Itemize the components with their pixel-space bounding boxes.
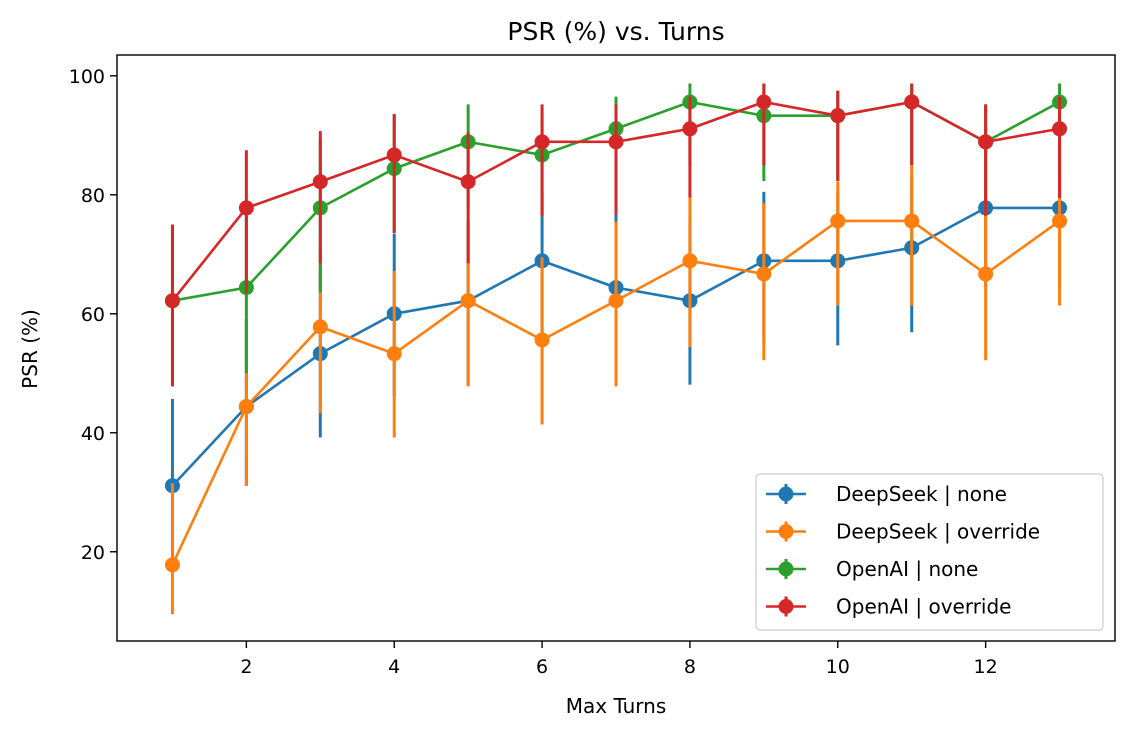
data-point: [756, 94, 772, 110]
data-point: [682, 121, 698, 137]
x-tick-label: 2: [240, 656, 252, 678]
legend-marker: [778, 486, 794, 502]
data-point: [904, 94, 920, 110]
legend-entry: DeepSeek | override: [766, 520, 1040, 544]
legend-marker: [778, 524, 794, 539]
data-point: [386, 346, 402, 362]
legend-box: [755, 473, 1104, 631]
x-tick-label: 8: [684, 656, 696, 678]
chart-title: PSR (%) vs. Turns: [507, 17, 724, 46]
data-point: [386, 147, 402, 163]
legend-entry: DeepSeek | none: [766, 482, 1007, 506]
y-tick-label: 100: [69, 66, 105, 88]
plot-area: [164, 83, 1068, 615]
legend-label: OpenAI | none: [836, 557, 978, 581]
legend-label: OpenAI | override: [836, 595, 1011, 619]
y-axis-label: PSR (%): [18, 309, 42, 389]
data-point: [312, 174, 328, 190]
legend-entry: OpenAI | none: [766, 557, 978, 581]
legend-marker: [778, 561, 794, 577]
data-point: [164, 293, 180, 309]
series-openai-override: [164, 83, 1068, 387]
legend-label: DeepSeek | none: [836, 482, 1007, 506]
series-deepseek-override: [164, 162, 1068, 615]
data-point: [830, 108, 846, 124]
data-point: [682, 253, 698, 269]
plot-frame: [116, 54, 1116, 642]
y-tick-label: 20: [81, 542, 105, 564]
axis-ticks: 2 4 6 8 10 12 20 40 60 80 100: [69, 66, 998, 678]
x-tick-label: 10: [826, 656, 850, 678]
x-tick-label: 4: [388, 656, 400, 678]
data-point: [978, 134, 994, 150]
x-tick-label: 12: [974, 656, 998, 678]
legend: DeepSeek | none DeepSeek | override OpenAI…: [755, 473, 1104, 631]
data-point: [608, 293, 624, 309]
x-tick-label: 6: [536, 656, 548, 678]
data-point: [534, 332, 550, 348]
data-point: [830, 213, 846, 229]
y-tick-label: 40: [81, 423, 105, 445]
y-tick-label: 60: [81, 304, 105, 326]
x-axis-label: Max Turns: [566, 694, 667, 718]
y-tick-label: 80: [81, 185, 105, 207]
data-point: [238, 399, 254, 415]
legend-entry: OpenAI | override: [766, 595, 1011, 619]
data-point: [460, 293, 476, 309]
legend-marker: [778, 599, 794, 614]
data-point: [238, 200, 254, 216]
data-point: [1052, 213, 1068, 229]
data-point: [756, 266, 772, 282]
data-point: [978, 266, 994, 282]
data-point: [904, 213, 920, 229]
data-point: [460, 174, 476, 190]
data-point: [312, 319, 328, 335]
data-point: [1052, 121, 1068, 137]
data-point: [534, 134, 550, 150]
legend-label: DeepSeek | override: [836, 520, 1040, 544]
data-point: [608, 134, 624, 150]
data-point: [164, 557, 180, 573]
